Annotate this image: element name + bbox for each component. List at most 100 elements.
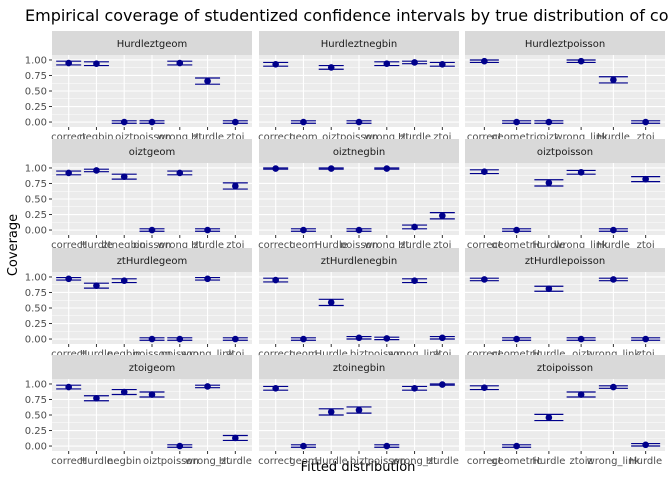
y-tick-label: 0.00 <box>25 226 47 237</box>
x-tick-label: correct <box>467 349 502 360</box>
x-tick-label: negbin <box>79 132 113 143</box>
data-point <box>439 381 446 388</box>
data-point <box>411 223 418 231</box>
data-point <box>327 408 335 416</box>
data-point <box>610 383 617 391</box>
data-point <box>93 167 100 174</box>
x-tick-label: correct <box>51 132 86 143</box>
x-tick-label: Hurdle <box>191 240 224 251</box>
data-point <box>272 276 279 284</box>
x-tick-label: Hurdle <box>80 240 113 251</box>
facet-strip <box>52 355 252 379</box>
facet-strip-label: ztoigeom <box>129 363 175 374</box>
y-axis-title: Coverage <box>6 214 21 276</box>
data-point <box>513 118 520 126</box>
x-tick-label: Hurdle <box>315 456 348 467</box>
facet-panel: oiztnegbincorrectgeomHurdlepoissonwrong_… <box>258 139 459 251</box>
x-tick-label: ztoi <box>433 132 451 143</box>
y-tick-label: 1.00 <box>25 163 47 174</box>
data-point <box>481 384 488 391</box>
x-tick-label: wrong_zt <box>157 132 202 143</box>
x-tick-label: Hurdle <box>80 349 113 360</box>
x-tick-label: wrong_zt <box>364 132 409 143</box>
x-tick-label: wrong_link <box>587 349 641 360</box>
data-point <box>232 182 239 190</box>
data-point <box>148 335 156 343</box>
x-tick-label: Hurdle <box>532 240 565 251</box>
facet-strip <box>52 248 252 272</box>
x-tick-label: geometric <box>491 240 542 251</box>
data-point <box>513 442 520 450</box>
x-tick-label: Hurdle <box>532 349 565 360</box>
y-tick-label: 0.50 <box>25 87 47 98</box>
x-tick-label: ztoi <box>637 132 655 143</box>
y-tick-label: 1.00 <box>25 379 47 390</box>
facet-strip <box>465 31 665 55</box>
data-point <box>148 391 156 398</box>
data-point <box>577 335 585 343</box>
data-point <box>300 442 307 450</box>
data-point <box>577 391 585 398</box>
data-point <box>642 118 649 126</box>
data-point <box>93 394 100 402</box>
x-tick-label: Hurdle <box>426 456 459 467</box>
x-tick-label: Hurdle <box>315 349 348 360</box>
x-tick-label: correct <box>258 349 293 360</box>
data-point <box>577 169 585 176</box>
data-point <box>65 383 72 391</box>
data-point <box>355 334 363 342</box>
facet-panel: Hurdleztgeom 0.00 0.25 0.50 0.75 1.00 correctn… <box>25 31 252 143</box>
x-tick-label: correct <box>467 240 502 251</box>
facet-strip-label: ztoipoisson <box>537 363 593 374</box>
x-tick-label: wrong_link <box>554 132 608 143</box>
x-tick-label: ztoi <box>226 132 244 143</box>
x-tick-label: poisson <box>340 240 378 251</box>
x-tick-label: Hurdle <box>80 456 113 467</box>
facet-panel: oiztgeom0.000.250.500.751.00correctHurdl… <box>25 139 252 251</box>
y-tick-label: 0.50 <box>25 304 47 315</box>
data-point <box>327 165 335 172</box>
x-tick-label: poisson <box>133 349 171 360</box>
x-tick-label: ztoi <box>637 349 655 360</box>
x-tick-label: Hurdle <box>219 456 252 467</box>
data-point <box>300 335 307 343</box>
facet-strip-label: oiztgeom <box>129 147 175 158</box>
data-point <box>355 406 363 414</box>
x-tick-label: ztoi <box>637 240 655 251</box>
facet-strip-label: Hurdleztgeom <box>117 39 188 50</box>
y-tick-label: 0.50 <box>25 195 47 206</box>
y-tick-label: 0.00 <box>25 118 47 129</box>
y-tick-label: 0.25 <box>25 319 47 330</box>
data-point <box>383 165 391 172</box>
facet-strip <box>52 31 252 55</box>
data-point <box>204 77 211 85</box>
data-point <box>148 118 156 126</box>
x-tick-label: wrong_link <box>587 456 641 467</box>
data-point <box>481 276 488 283</box>
x-tick-label: geom <box>289 240 317 251</box>
facet-strip <box>52 139 252 163</box>
x-tick-label: oizt <box>143 456 161 467</box>
y-tick-label: 0.25 <box>25 426 47 437</box>
data-point <box>642 175 649 183</box>
data-point <box>176 59 184 67</box>
data-point <box>545 285 553 293</box>
facet-panels: Hurdleztgeom0.000.250.500.751.00correctn… <box>25 31 665 467</box>
data-point <box>300 118 307 126</box>
y-tick-label: 0.25 <box>25 102 47 113</box>
data-point <box>300 226 307 234</box>
x-tick-label: poisson <box>368 456 406 467</box>
facet-strip <box>259 31 459 55</box>
y-tick-label: 1.00 <box>25 272 47 283</box>
x-tick-label: wrong_link <box>554 240 608 251</box>
x-tick-label: Hurdle <box>597 132 630 143</box>
data-point <box>439 61 446 68</box>
x-tick-label: Hurdle <box>629 456 662 467</box>
y-tick-label: 0.75 <box>25 179 47 190</box>
x-tick-label: correct <box>51 349 86 360</box>
data-point <box>610 76 617 84</box>
data-point <box>65 275 72 283</box>
x-tick-label: geometric <box>491 349 542 360</box>
